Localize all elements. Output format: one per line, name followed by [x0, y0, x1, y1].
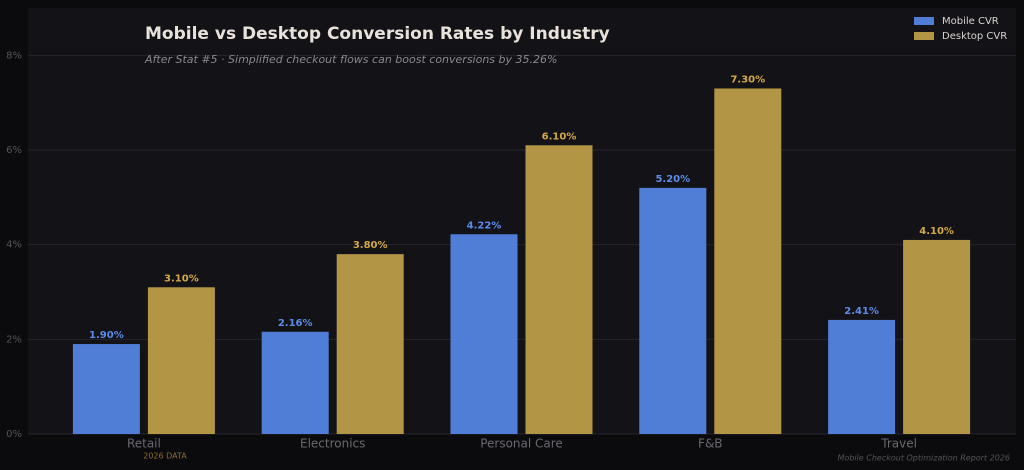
legend-label: Desktop CVR — [942, 31, 1007, 42]
legend-swatch — [914, 17, 934, 25]
value-label: 4.22% — [467, 220, 502, 231]
value-label: 4.10% — [919, 226, 954, 237]
y-tick-label: 6% — [6, 145, 22, 156]
x-tick-label: Retail — [127, 437, 161, 451]
value-label: 2.41% — [844, 306, 879, 317]
x-tick-label: Travel — [880, 437, 917, 451]
bar — [72, 344, 140, 434]
bar — [450, 234, 518, 434]
bar — [828, 319, 896, 434]
value-label: 7.30% — [730, 74, 765, 85]
x-tick-label: F&B — [698, 437, 723, 451]
footer-right: Mobile Checkout Optimization Report 2026 — [837, 454, 1010, 463]
bar — [525, 145, 593, 434]
bars: Retail 1.90% 3.10% Electronics 2.16% 3.80% Per… — [72, 74, 971, 451]
value-label: 3.10% — [164, 273, 199, 284]
bar — [147, 287, 215, 434]
bar — [903, 239, 971, 434]
y-tick-label: 8% — [6, 50, 22, 61]
bar — [639, 187, 707, 434]
legend: Mobile CVR Desktop CVR — [914, 16, 1007, 42]
y-tick-label: 0% — [6, 429, 22, 440]
y-tick-label: 4% — [6, 240, 22, 251]
y-tick-label: 2% — [6, 334, 22, 345]
value-label: 1.90% — [89, 330, 124, 341]
legend-label: Mobile CVR — [942, 16, 999, 27]
bar — [261, 331, 329, 434]
bar — [714, 88, 782, 434]
chart-subtitle: After Stat #5 · Simplified checkout flow… — [144, 53, 557, 66]
x-tick-label: Electronics — [300, 437, 365, 451]
value-label: 5.20% — [655, 174, 690, 185]
x-tick-label: Personal Care — [480, 437, 563, 451]
chart-title: Mobile vs Desktop Conversion Rates by In… — [145, 24, 610, 44]
value-label: 3.80% — [353, 240, 388, 251]
footer-left: 2026 DATA — [143, 452, 187, 461]
legend-swatch — [914, 32, 934, 40]
bar — [336, 254, 404, 434]
value-label: 2.16% — [278, 318, 313, 329]
value-label: 6.10% — [542, 131, 577, 142]
